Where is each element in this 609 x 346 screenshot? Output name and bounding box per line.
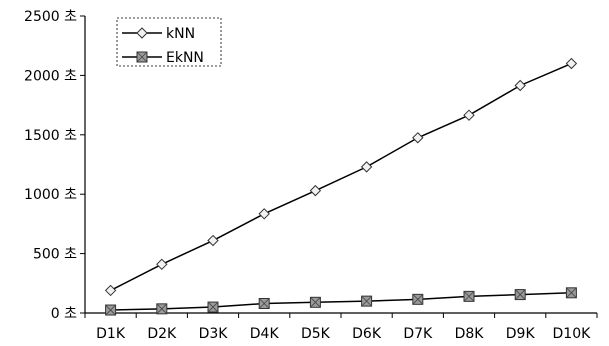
legend-label: EkNN [166, 50, 204, 66]
series-line [110, 62, 572, 292]
series-line [110, 292, 572, 311]
data-point [361, 295, 373, 307]
x-tick-label: D5K [301, 326, 331, 342]
data-point [514, 79, 526, 92]
data-point [207, 234, 219, 247]
x-tick-label: D3K [199, 326, 229, 342]
data-point [156, 258, 168, 270]
data-point [258, 208, 270, 220]
legend-marker [136, 51, 148, 63]
square-marker-hatch [207, 301, 219, 313]
y-tick-label: 2500 초 [24, 9, 77, 25]
data-point [156, 303, 168, 315]
legend-marker [136, 27, 148, 39]
data-point [309, 296, 321, 308]
series-eknn [105, 287, 577, 316]
square-marker-hatch [156, 303, 168, 315]
y-tick-label: 500 초 [33, 247, 77, 263]
x-axis-ticks: D1K D2K D3K D4K D5K D6K D7K D8K D9K D10K [84, 313, 598, 342]
data-point [463, 290, 475, 302]
square-marker-hatch [361, 295, 372, 307]
y-tick-label: 1000 초 [24, 187, 77, 203]
x-tick-label: D8K [455, 326, 485, 342]
data-point [360, 161, 373, 173]
square-marker-hatch [514, 289, 526, 300]
legend: kNN EkNN [116, 17, 222, 67]
y-tick-label: 0 초 [51, 306, 77, 322]
y-tick-label: 1500 초 [24, 128, 77, 144]
x-tick-label: D10K [553, 326, 592, 342]
data-point [412, 293, 424, 305]
data-point [309, 184, 322, 197]
legend-box [116, 17, 222, 67]
x-tick-label: D9K [506, 326, 536, 342]
data-point [565, 287, 577, 299]
data-point [105, 304, 117, 316]
data-point [565, 57, 578, 70]
data-point [104, 284, 117, 297]
square-marker-hatch [412, 294, 424, 305]
x-tick-label: D7K [403, 326, 433, 342]
square-marker-hatch [136, 51, 148, 63]
square-marker-hatch [258, 298, 270, 309]
series-layer [104, 57, 578, 316]
x-tick-label: D2K [147, 326, 177, 342]
series-knn [104, 57, 578, 297]
y-axis-ticks: 0 초 500 초 1000 초 1500 초 2000 초 2500 초 [24, 9, 85, 322]
data-point [412, 132, 424, 144]
legend-item-eknn: EkNN [122, 50, 204, 66]
x-tick-label: D6K [352, 326, 382, 342]
data-point [463, 109, 475, 121]
y-tick-label: 2000 초 [24, 68, 77, 84]
square-marker-hatch [105, 304, 116, 316]
data-point [258, 297, 270, 309]
data-point [207, 301, 219, 313]
square-marker-hatch [566, 287, 577, 299]
x-tick-label: D4K [250, 326, 280, 342]
x-tick-label: D1K [96, 326, 126, 342]
data-point [514, 289, 526, 301]
square-marker-hatch [310, 297, 321, 308]
legend-label: kNN [166, 26, 195, 42]
legend-item-knn: kNN [122, 26, 195, 42]
square-marker-hatch [463, 291, 475, 302]
